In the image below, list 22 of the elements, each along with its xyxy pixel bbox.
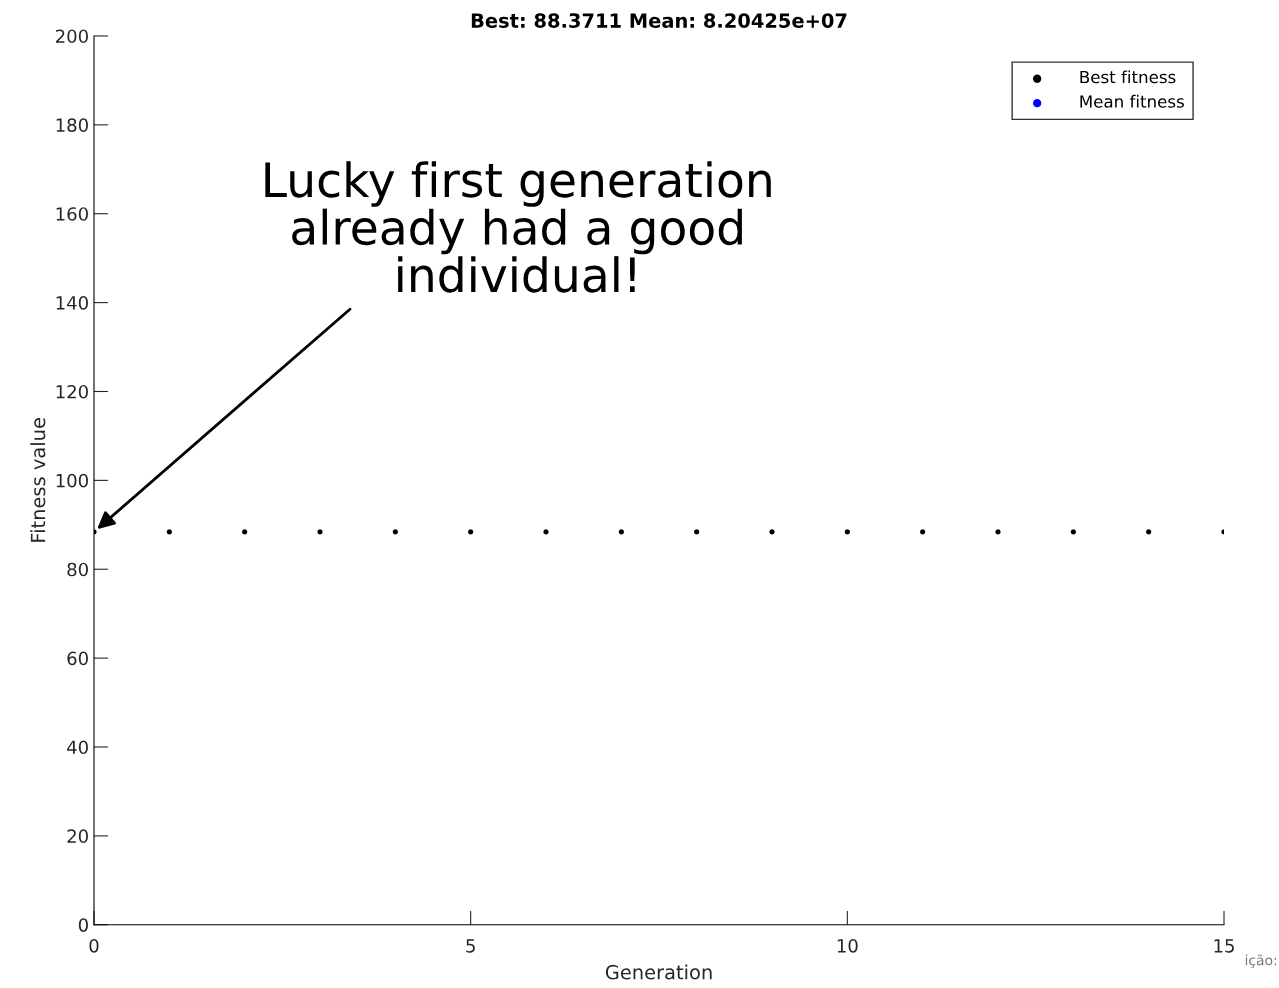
y-tick-label: 120 <box>56 384 88 399</box>
x-tick-label: 10 <box>837 938 858 953</box>
legend-label: Mean fitness <box>1080 94 1184 108</box>
y-tick-label: 180 <box>56 118 88 132</box>
y-tick-label: 100 <box>56 473 88 488</box>
y-tick-label: 200 <box>56 29 88 44</box>
chart-title: Best: 88.3711 Mean: 8.20425e+07 <box>471 13 847 28</box>
x-axis-title: Generation <box>605 964 712 980</box>
y-axis-title: Fitness value <box>30 418 46 542</box>
legend-label: Best fitness <box>1080 70 1176 84</box>
y-tick-label: 80 <box>67 562 88 577</box>
y-tick-label: 40 <box>67 740 88 755</box>
y-tick-label: 160 <box>56 207 88 221</box>
x-tick-label: 5 <box>466 939 475 953</box>
y-tick-label: 0 <box>78 918 88 932</box>
y-tick-label: 60 <box>67 651 88 666</box>
y-tick-label: 140 <box>56 296 88 310</box>
annotation: Lucky first generation already had a good individual! <box>265 161 771 293</box>
x-tick-label: 15 <box>1214 939 1234 953</box>
y-tick-label: 20 <box>67 829 88 843</box>
x-tick-label: 0 <box>89 938 99 953</box>
text: ição: <box>1245 954 1277 968</box>
